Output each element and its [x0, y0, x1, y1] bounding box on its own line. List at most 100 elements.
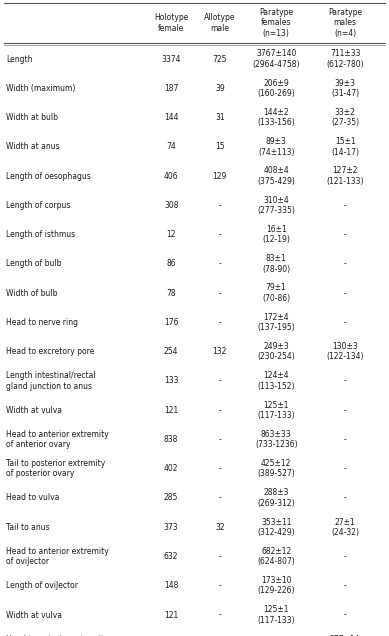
Text: 144: 144 [164, 113, 179, 122]
Text: 725: 725 [212, 55, 227, 64]
Text: 39: 39 [215, 84, 225, 93]
Text: 33±2
(27-35): 33±2 (27-35) [331, 108, 359, 127]
Text: 249±3
(230-254): 249±3 (230-254) [257, 342, 295, 361]
Text: 353±11
(312-429): 353±11 (312-429) [258, 518, 295, 537]
Text: -: - [344, 435, 347, 444]
Text: Width at anus: Width at anus [6, 142, 60, 151]
Text: Length: Length [6, 55, 32, 64]
Text: 254: 254 [164, 347, 179, 356]
Text: 285: 285 [164, 494, 178, 502]
Text: 125±1
(117-133): 125±1 (117-133) [258, 401, 295, 420]
Text: -: - [344, 377, 347, 385]
Text: -: - [218, 611, 221, 619]
Text: 277±14
(234-296): 277±14 (234-296) [326, 635, 364, 636]
Text: -: - [218, 581, 221, 590]
Text: Head to excretory pore: Head to excretory pore [6, 347, 94, 356]
Text: Length intestinal/rectal
gland junction to anus: Length intestinal/rectal gland junction … [6, 371, 95, 391]
Text: Paratype
males
(n=4): Paratype males (n=4) [328, 8, 362, 38]
Text: 129: 129 [213, 172, 227, 181]
Text: Head to nerve ring: Head to nerve ring [6, 318, 78, 327]
Text: 187: 187 [164, 84, 178, 93]
Text: Length of oesophagus: Length of oesophagus [6, 172, 91, 181]
Text: 127±2
(121-133): 127±2 (121-133) [326, 167, 364, 186]
Text: 3767±140
(2964-4758): 3767±140 (2964-4758) [252, 50, 300, 69]
Text: -: - [344, 230, 347, 239]
Text: -: - [344, 318, 347, 327]
Text: -: - [218, 289, 221, 298]
Text: 3374: 3374 [161, 55, 181, 64]
Text: 425±12
(389-527): 425±12 (389-527) [257, 459, 295, 478]
Text: 31: 31 [215, 113, 224, 122]
Text: 288±3
(269-312): 288±3 (269-312) [258, 488, 295, 508]
Text: 176: 176 [164, 318, 179, 327]
Text: 373: 373 [164, 523, 179, 532]
Text: 838: 838 [164, 435, 178, 444]
Text: 16±1
(12-19): 16±1 (12-19) [262, 225, 290, 244]
Text: 27±1
(24-32): 27±1 (24-32) [331, 518, 359, 537]
Text: -: - [218, 201, 221, 210]
Text: 121: 121 [164, 611, 178, 619]
Text: 12: 12 [166, 230, 176, 239]
Text: -: - [344, 581, 347, 590]
Text: 86: 86 [166, 259, 176, 268]
Text: -: - [344, 611, 347, 619]
Text: -: - [344, 201, 347, 210]
Text: 15: 15 [215, 142, 224, 151]
Text: 406: 406 [164, 172, 179, 181]
Text: Allotype
male: Allotype male [204, 13, 235, 32]
Text: 15±1
(14-17): 15±1 (14-17) [331, 137, 359, 156]
Text: Length of oviJector: Length of oviJector [6, 581, 78, 590]
Text: -: - [218, 406, 221, 415]
Text: 83±1
(78-90): 83±1 (78-90) [262, 254, 290, 273]
Text: -: - [344, 259, 347, 268]
Text: Width of bulb: Width of bulb [6, 289, 57, 298]
Text: -: - [218, 377, 221, 385]
Text: -: - [218, 435, 221, 444]
Text: Length of isthmus: Length of isthmus [6, 230, 75, 239]
Text: 632: 632 [164, 552, 179, 561]
Text: 39±3
(31-47): 39±3 (31-47) [331, 79, 359, 98]
Text: -: - [344, 552, 347, 561]
Text: -: - [344, 289, 347, 298]
Text: -: - [218, 552, 221, 561]
Text: 74: 74 [166, 142, 176, 151]
Text: Length of bulb: Length of bulb [6, 259, 61, 268]
Text: -: - [218, 464, 221, 473]
Text: Holotype
female: Holotype female [154, 13, 188, 32]
Text: -: - [218, 318, 221, 327]
Text: Width at vulva: Width at vulva [6, 406, 62, 415]
Text: 310±4
(277-335): 310±4 (277-335) [257, 196, 295, 215]
Text: -: - [344, 406, 347, 415]
Text: -: - [344, 464, 347, 473]
Text: 89±3
(74±113): 89±3 (74±113) [258, 137, 294, 156]
Text: 121: 121 [164, 406, 178, 415]
Text: 206±9
(160-269): 206±9 (160-269) [257, 79, 295, 98]
Text: Width at vulva: Width at vulva [6, 611, 62, 619]
Text: Head to vulva: Head to vulva [6, 494, 59, 502]
Text: 863±33
(733-1236): 863±33 (733-1236) [255, 430, 298, 449]
Text: Paratype
females
(n=13): Paratype females (n=13) [259, 8, 293, 38]
Text: Width (maximum): Width (maximum) [6, 84, 75, 93]
Text: -: - [218, 230, 221, 239]
Text: 78: 78 [166, 289, 176, 298]
Text: Head to anterior extremity
of testis: Head to anterior extremity of testis [6, 635, 109, 636]
Text: Tail to anus: Tail to anus [6, 523, 49, 532]
Text: Length of corpus: Length of corpus [6, 201, 70, 210]
Text: 711±33
(612-780): 711±33 (612-780) [326, 50, 364, 69]
Text: Head to anterior extremity
of anterior ovary: Head to anterior extremity of anterior o… [6, 430, 109, 449]
Text: 682±12
(624-807): 682±12 (624-807) [257, 547, 295, 566]
Text: 144±2
(133-156): 144±2 (133-156) [257, 108, 295, 127]
Text: 308: 308 [164, 201, 179, 210]
Text: 130±3
(122-134): 130±3 (122-134) [326, 342, 364, 361]
Text: -: - [218, 259, 221, 268]
Text: -: - [218, 494, 221, 502]
Text: 124±4
(113-152): 124±4 (113-152) [258, 371, 295, 391]
Text: Tail to posterior extremity
of posterior ovary: Tail to posterior extremity of posterior… [6, 459, 105, 478]
Text: 125±1
(117-133): 125±1 (117-133) [258, 605, 295, 625]
Text: 148: 148 [164, 581, 178, 590]
Text: 408±4
(375-429): 408±4 (375-429) [257, 167, 295, 186]
Text: Width at bulb: Width at bulb [6, 113, 58, 122]
Text: -: - [344, 494, 347, 502]
Text: 32: 32 [215, 523, 224, 532]
Text: 133: 133 [164, 377, 179, 385]
